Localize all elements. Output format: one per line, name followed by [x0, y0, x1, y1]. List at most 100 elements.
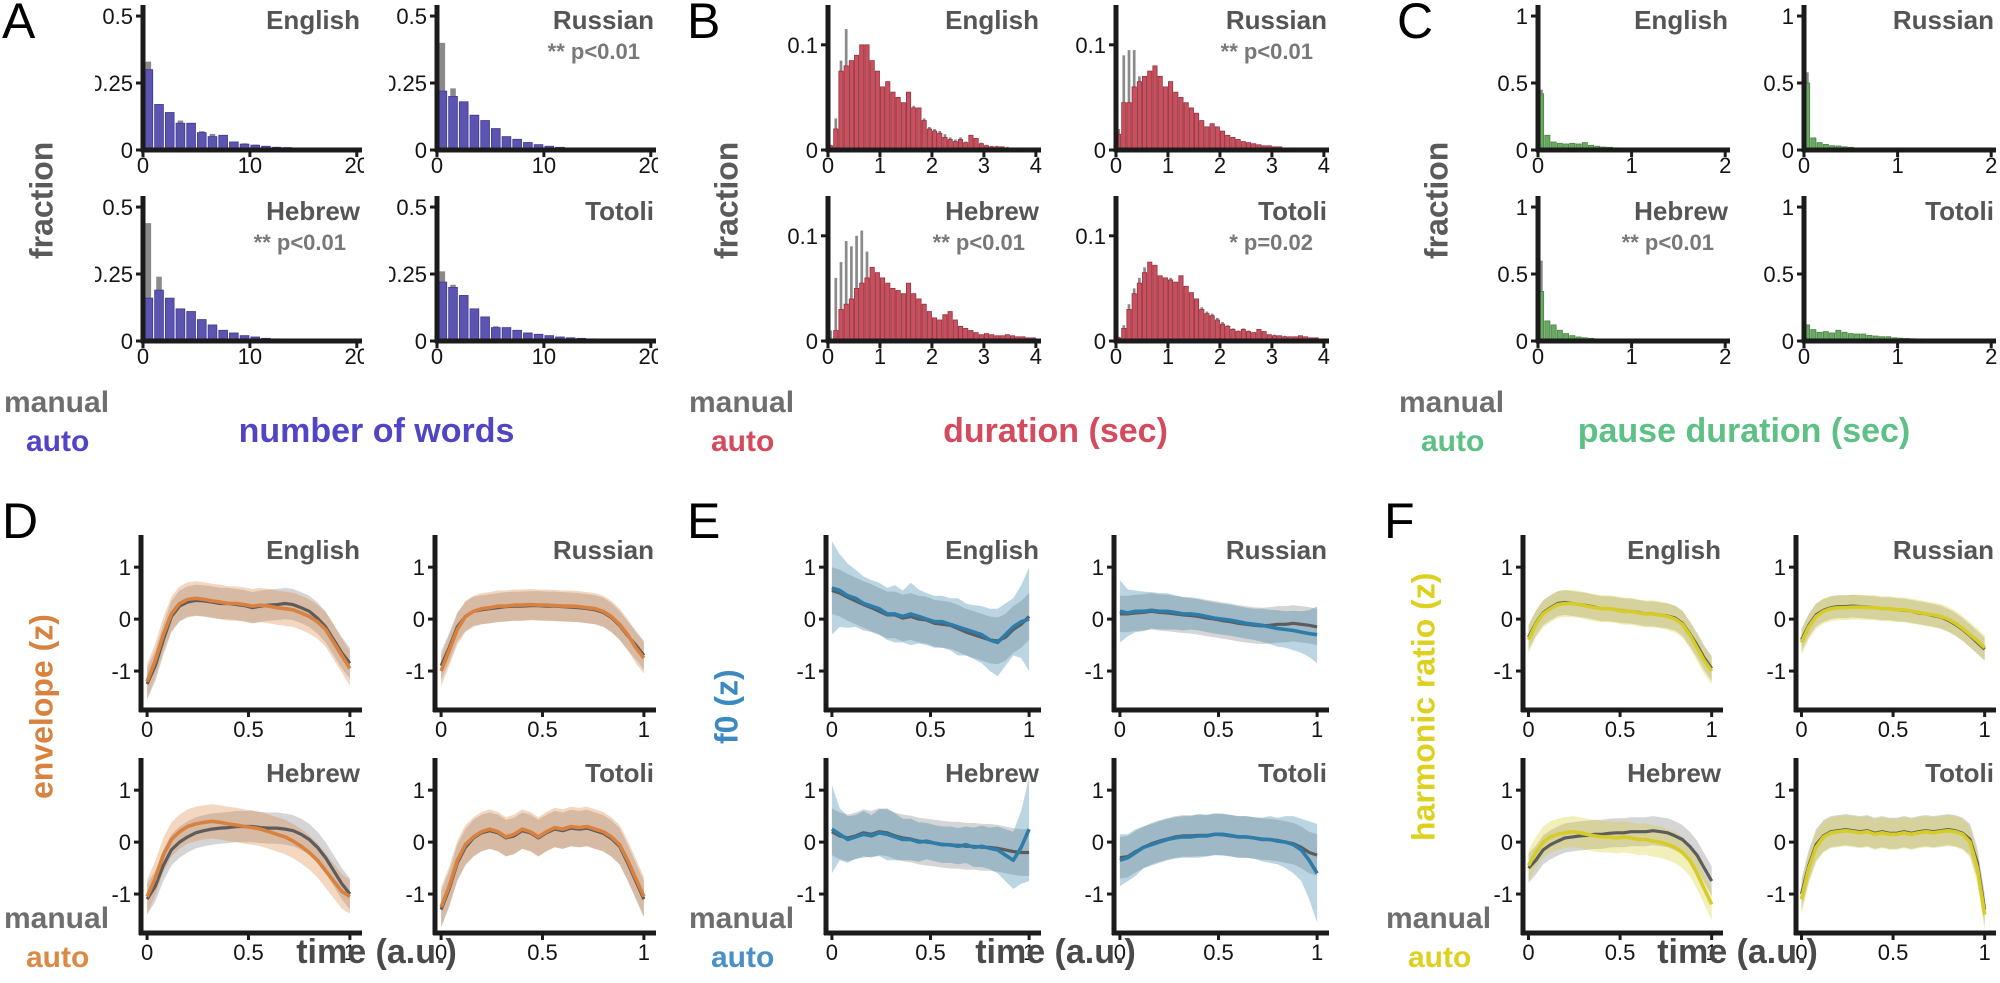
- svg-text:0: 0: [1516, 329, 1528, 354]
- legend: manual auto: [1399, 383, 1504, 461]
- svg-text:0: 0: [1501, 830, 1513, 855]
- svg-text:-1: -1: [405, 882, 425, 907]
- totoli-line-chart: -1 0 1 0 0.5 1 Totoli: [405, 758, 656, 965]
- panel-d-envelope: D envelope (z) -1 0 1 0 0.5 1 English -1 0 1 0 0.5 1…: [0, 493, 660, 983]
- panel-letter: B: [687, 0, 721, 49]
- subplot-title: Hebrew: [1627, 758, 1722, 788]
- svg-text:0: 0: [826, 940, 838, 963]
- svg-text:2: 2: [1719, 153, 1731, 176]
- english-hist-chart: 0 0.1 0 1 2 3 4 English: [787, 5, 1042, 178]
- auto-bars: [143, 289, 357, 342]
- axes: 0 0.5 1 0 1 2: [1497, 4, 1731, 178]
- svg-text:1: 1: [1891, 153, 1903, 176]
- x-axis-label: time (a.u.): [975, 933, 1136, 971]
- y-axis-label: f0 (z): [708, 669, 745, 744]
- subplot-title: Hebrew: [1634, 196, 1729, 226]
- axes: -1 0 1 0 0.5 1: [405, 758, 656, 965]
- legend: manual auto: [1386, 899, 1491, 977]
- auto-bars: [828, 266, 1036, 342]
- subplot-hebrew: -1 0 1 0 0.5 1 Hebrew: [780, 757, 1044, 968]
- subplot-totoli: -1 0 1 0 0.5 1 Totoli: [1068, 757, 1332, 968]
- svg-text:2: 2: [1719, 344, 1731, 367]
- manual-line: [1527, 829, 1714, 882]
- subplot-russian: -1 0 1 0 0.5 1 Russian: [389, 534, 659, 745]
- auto-line: [1526, 601, 1714, 673]
- legend-auto: auto: [26, 941, 90, 974]
- legend-auto: auto: [711, 425, 775, 458]
- russian-hist-chart: 0 0.25 0.5 0 10 20 Russian ** p<0.01: [384, 4, 663, 178]
- subplot-hebrew: 0 0.5 1 0 1 2 Hebrew ** p<0.01: [1490, 195, 1732, 372]
- svg-text:1: 1: [804, 778, 816, 803]
- subplot-totoli: -1 0 1 0 0.5 1 Totoli: [1750, 757, 1999, 968]
- x-axis-label: pause duration (sec): [1577, 412, 1911, 450]
- series-area: [145, 581, 352, 700]
- svg-text:1: 1: [1782, 195, 1794, 220]
- svg-text:0.5: 0.5: [233, 940, 264, 963]
- svg-text:1: 1: [412, 555, 424, 580]
- series-area: [1119, 580, 1317, 664]
- manual-bars: [1805, 72, 1990, 150]
- axes: 0 0.25 0.5 0 10 20: [90, 4, 369, 178]
- svg-text:1: 1: [1310, 940, 1322, 963]
- subplot-hebrew: -1 0 1 0 0.5 1 Hebrew: [1477, 757, 1726, 968]
- legend-auto: auto: [711, 941, 775, 974]
- axes: 0 0.5 1 0 1 2: [1763, 4, 1997, 178]
- panel-letter: D: [2, 493, 39, 549]
- panel-e-f0: E f0 (z) -1 0 1 0 0.5 1 English -1 0 1 0 0.5 1 Russia…: [685, 493, 1333, 983]
- subplot-grid: -1 0 1 0 0.5 1 English -1 0 1 0 0.5 1 Russian -1 0 1 0 0.5…: [780, 534, 1331, 968]
- svg-text:-1: -1: [111, 882, 131, 907]
- english-hist-chart: 0 0.5 1 0 1 2 English: [1497, 4, 1731, 178]
- subplot-title: Hebrew: [945, 196, 1040, 226]
- subplot-title: English: [1634, 5, 1728, 35]
- axes: -1 0 1 0 0.5 1: [1084, 535, 1329, 742]
- legend-auto: auto: [1408, 941, 1472, 974]
- svg-text:4: 4: [1030, 344, 1042, 367]
- svg-text:1: 1: [1516, 4, 1528, 29]
- svg-text:-1: -1: [1084, 882, 1104, 907]
- svg-text:0: 0: [414, 138, 426, 163]
- svg-text:1: 1: [1625, 344, 1637, 367]
- manual-bars: [1539, 89, 1724, 150]
- subplot-title: Totoli: [585, 196, 654, 226]
- subplot-title: English: [945, 535, 1039, 565]
- significance-label: * p=0.02: [1229, 230, 1313, 255]
- subplot-title: Totoli: [585, 758, 654, 788]
- svg-text:1: 1: [1891, 344, 1903, 367]
- auto-bars: [1538, 93, 1726, 151]
- legend: manual auto: [689, 899, 794, 977]
- legend-manual: manual: [689, 386, 795, 419]
- y-axis-label: envelope (z): [23, 614, 60, 799]
- hebrew-hist-chart: 0 0.1 0 1 2 3 4 Hebrew ** p<0.01: [787, 196, 1042, 369]
- svg-text:1: 1: [1023, 717, 1035, 740]
- svg-text:1: 1: [637, 940, 649, 963]
- subplot-title: English: [266, 5, 360, 35]
- auto-bars: [1538, 291, 1726, 342]
- auto-bars: [143, 69, 357, 151]
- significance-label: ** p<0.01: [1622, 230, 1714, 255]
- svg-text:0: 0: [1113, 940, 1125, 963]
- svg-text:1: 1: [1023, 940, 1035, 963]
- svg-text:1: 1: [1161, 153, 1173, 176]
- svg-text:-1: -1: [1493, 882, 1513, 907]
- subplot-russian: 0 0.5 1 0 1 2 Russian: [1756, 4, 1998, 181]
- auto-bars: [1804, 82, 1992, 151]
- x-axis-label: time (a.u.): [1657, 933, 1818, 971]
- svg-text:0.5: 0.5: [1203, 717, 1234, 740]
- svg-text:1: 1: [1782, 4, 1794, 29]
- axes: 0 0.1 0 1 2 3 4: [787, 5, 1042, 178]
- svg-text:0: 0: [1795, 717, 1807, 740]
- subplot-english: 0 0.25 0.5 0 10 20 English: [90, 4, 369, 181]
- x-axis-label: number of words: [238, 412, 515, 450]
- svg-text:0: 0: [1773, 607, 1785, 632]
- legend-manual: manual: [4, 386, 110, 419]
- auto-line: [1118, 832, 1319, 875]
- svg-text:4: 4: [1317, 344, 1329, 367]
- panel-b-duration: B fraction 0 0.1 0 1 2 3 4 English 0 0.1 0 1 2 3 4 Russ…: [685, 0, 1333, 470]
- axes: -1 0 1 0 0.5 1: [796, 535, 1041, 742]
- subplot-hebrew: -1 0 1 0 0.5 1 Hebrew: [95, 757, 365, 968]
- svg-text:0.25: 0.25: [95, 71, 133, 96]
- subplot-totoli: 0 0.1 0 1 2 3 4 Totoli * p=0.02: [1068, 195, 1332, 372]
- svg-text:0: 0: [1093, 329, 1105, 354]
- svg-text:3: 3: [1265, 344, 1277, 367]
- panel-c-pause-duration: C fraction 0 0.5 1 0 1 2 English 0 0.5 1 0 1 2 Russia…: [1395, 0, 2000, 470]
